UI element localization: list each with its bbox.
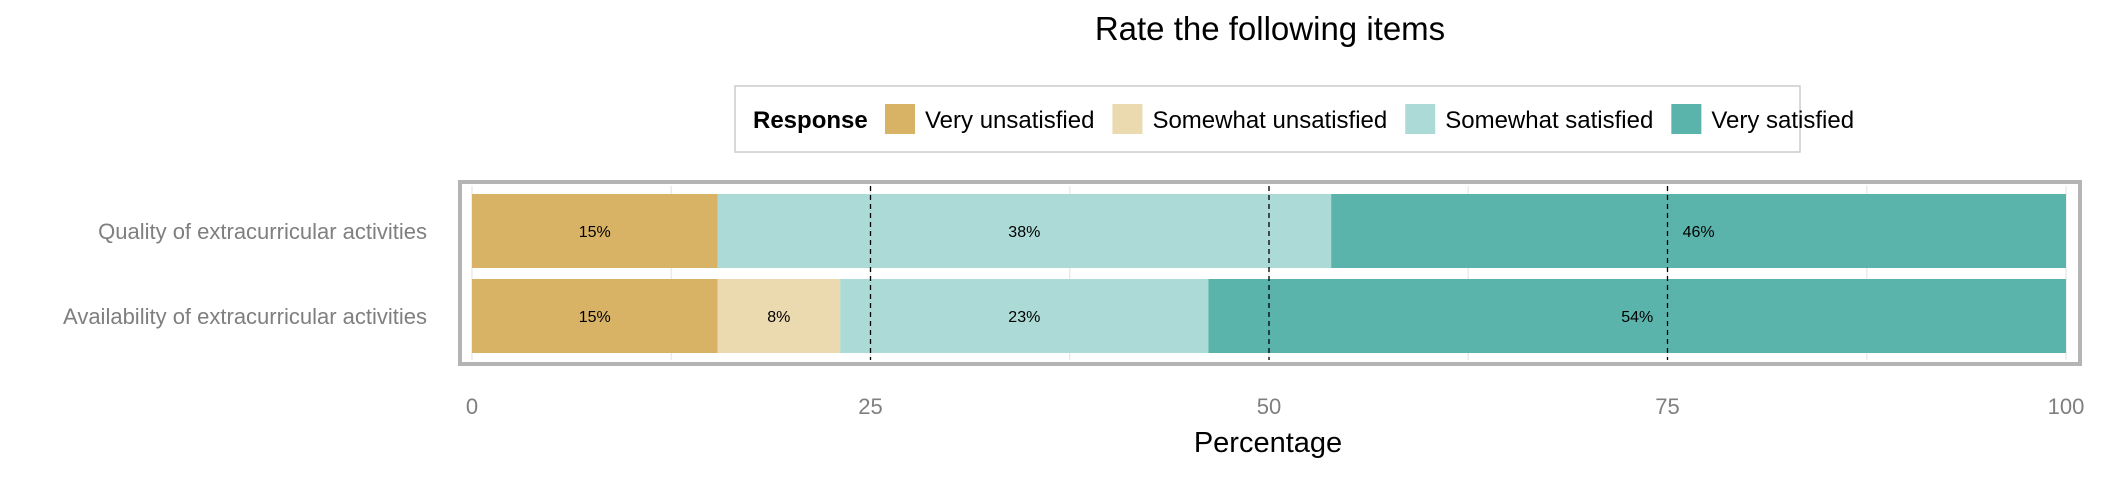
plot-panel-border xyxy=(458,180,2082,366)
legend-label: Somewhat unsatisfied xyxy=(1152,107,1387,134)
data-label: 15% xyxy=(579,309,611,326)
data-label: 23% xyxy=(1008,309,1040,326)
bars xyxy=(472,194,2066,353)
legend-swatch xyxy=(1671,104,1702,134)
x-tick-label: 25 xyxy=(858,394,882,419)
data-label: 15% xyxy=(579,224,611,241)
bar-segment xyxy=(472,279,718,353)
legend-swatch xyxy=(1112,104,1143,134)
chart-title: Rate the following items xyxy=(1095,10,1445,47)
x-tick-label: 50 xyxy=(1257,394,1281,419)
legend-swatch xyxy=(885,104,915,134)
category-label: Quality of extracurricular activities xyxy=(98,219,427,244)
data-label: 54% xyxy=(1621,309,1653,326)
legend-label: Very unsatisfied xyxy=(925,107,1094,134)
legend: Response Very unsatisfied Somewhat unsati… xyxy=(734,85,1854,153)
data-label: 38% xyxy=(1008,224,1040,241)
bar-segment xyxy=(472,194,718,268)
category-labels: Quality of extracurricular activities Ava… xyxy=(63,219,427,329)
x-axis-title: Percentage xyxy=(1194,427,1342,459)
data-labels: 15% 38% 46% 15% 8% 23% 54% xyxy=(579,224,1715,326)
category-label: Availability of extracurricular activiti… xyxy=(63,304,427,329)
bar-segment xyxy=(1331,194,2066,268)
legend-items: Very unsatisfied Somewhat unsatisfied Some… xyxy=(885,104,1854,134)
x-tick-label: 75 xyxy=(1655,394,1679,419)
x-tick-label: 100 xyxy=(2048,394,2085,419)
plot-area: 15% 38% 46% 15% 8% 23% 54% xyxy=(458,180,2082,366)
x-axis-ticks: 0 25 50 75 100 xyxy=(466,394,2084,419)
bar-segment xyxy=(840,279,1209,353)
bar-segment xyxy=(717,279,841,353)
bar-segment xyxy=(717,194,1332,268)
data-label: 8% xyxy=(767,309,790,326)
bar-segment xyxy=(1208,279,2066,353)
x-tick-label: 0 xyxy=(466,394,478,419)
legend-swatch xyxy=(1405,104,1436,134)
legend-label: Very satisfied xyxy=(1711,107,1854,134)
legend-title: Response xyxy=(753,107,868,134)
data-label: 46% xyxy=(1683,224,1715,241)
legend-label: Somewhat satisfied xyxy=(1445,107,1653,134)
reference-lines xyxy=(869,186,1669,360)
